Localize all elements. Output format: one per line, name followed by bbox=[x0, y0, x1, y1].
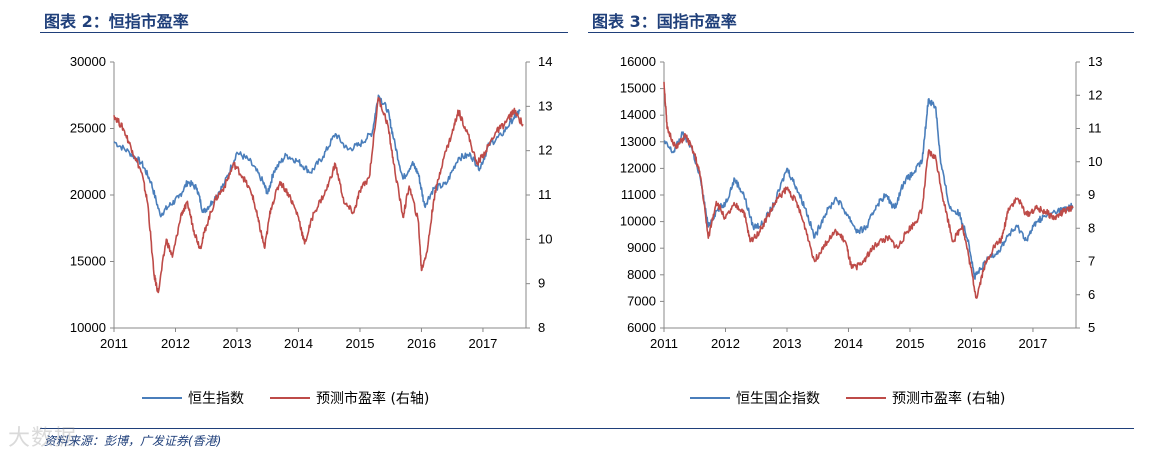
source-note: 资料来源：彭博，广发证券(香港) bbox=[44, 434, 222, 448]
legend-item-hsi: 恒生指数 bbox=[142, 388, 244, 408]
y-left-tick-label: 12000 bbox=[620, 160, 656, 175]
y-right-tick-label: 13 bbox=[538, 98, 552, 113]
hscei-pe-chart-svg: 16000 15000 14000 13000 12000 11000 10000 9000 8… bbox=[620, 54, 1103, 351]
pe-series-line bbox=[113, 96, 524, 294]
y-left-tick-label: 30000 bbox=[70, 54, 106, 69]
x-tick-label: 2015 bbox=[346, 336, 375, 351]
y-right-tick-label: 6 bbox=[1088, 287, 1095, 302]
y-right-tick-label: 8 bbox=[1088, 220, 1095, 235]
y-right-tick-label: 12 bbox=[1088, 87, 1102, 102]
y-left-tick-label: 8000 bbox=[627, 267, 656, 282]
y-left-tick-label: 15000 bbox=[620, 81, 656, 96]
y-right-tick-label: 10 bbox=[538, 231, 552, 246]
legend-swatch-red bbox=[270, 397, 310, 399]
y-right-tick-label: 12 bbox=[538, 143, 552, 158]
index-series-line bbox=[113, 94, 521, 218]
footer-rule bbox=[40, 428, 1134, 429]
index-series-line bbox=[663, 98, 1074, 280]
x-tick-label: 2017 bbox=[1018, 336, 1047, 351]
left-title-rule bbox=[40, 32, 568, 33]
x-tick-label: 2014 bbox=[834, 336, 863, 351]
legend-item-pe: 预测市盈率 (右轴) bbox=[846, 388, 1005, 408]
y-right-tick-label: 11 bbox=[1088, 121, 1102, 136]
x-tick-label: 2011 bbox=[650, 336, 678, 351]
y-left-tick-label: 13000 bbox=[620, 134, 656, 149]
x-tick-label: 2017 bbox=[468, 336, 497, 351]
y-left-tick-label: 7000 bbox=[627, 293, 656, 308]
hscei-pe-legend: 恒生国企指数 预测市盈率 (右轴) bbox=[690, 388, 1031, 408]
x-tick-label: 2012 bbox=[161, 336, 190, 351]
x-tick-label: 2016 bbox=[407, 336, 436, 351]
legend-label-hscei: 恒生国企指数 bbox=[736, 391, 820, 407]
hsi-pe-legend: 恒生指数 预测市盈率 (右轴) bbox=[142, 388, 455, 408]
hscei-pe-chart: 16000 15000 14000 13000 12000 11000 10000 9000 8… bbox=[590, 40, 1130, 420]
y-right-tick-label: 8 bbox=[538, 320, 545, 335]
y-right-tick-label: 14 bbox=[538, 54, 552, 69]
y-left-tick-label: 16000 bbox=[620, 54, 656, 69]
x-tick-label: 2013 bbox=[223, 336, 252, 351]
y-right-tick-label: 5 bbox=[1088, 320, 1095, 335]
y-right-tick-label: 13 bbox=[1088, 54, 1102, 69]
y-right-tick-label: 10 bbox=[1088, 154, 1102, 169]
x-tick-label: 2011 bbox=[100, 336, 128, 351]
legend-label-hsi: 恒生指数 bbox=[188, 391, 244, 407]
y-left-tick-label: 14000 bbox=[620, 107, 656, 122]
left-chart-title: 图表 2：恒指市盈率 bbox=[44, 12, 189, 31]
y-right-tick-label: 9 bbox=[538, 276, 545, 291]
y-right-tick-label: 11 bbox=[538, 187, 552, 202]
y-left-tick-label: 9000 bbox=[627, 240, 656, 255]
x-tick-label: 2013 bbox=[773, 336, 802, 351]
hsi-pe-chart: 30000 25000 20000 15000 10000 14 13 12 11 10 9 8 201… bbox=[40, 40, 580, 420]
legend-label-pe: 预测市盈率 (右轴) bbox=[316, 391, 430, 407]
legend-swatch-blue bbox=[690, 397, 730, 399]
y-left-tick-label: 6000 bbox=[627, 320, 656, 335]
y-right-tick-label: 9 bbox=[1088, 187, 1095, 202]
y-right-tick-label: 7 bbox=[1088, 254, 1095, 269]
y-left-tick-label: 10000 bbox=[620, 214, 656, 229]
x-tick-label: 2016 bbox=[957, 336, 986, 351]
y-left-tick-label: 15000 bbox=[70, 254, 106, 269]
watermark-logo: 大数据 bbox=[8, 426, 78, 451]
x-tick-label: 2015 bbox=[896, 336, 925, 351]
hsi-pe-chart-svg: 30000 25000 20000 15000 10000 14 13 12 11 10 9 8 201… bbox=[70, 54, 553, 351]
right-chart-title: 图表 3：国指市盈率 bbox=[592, 12, 737, 31]
legend-item-pe: 预测市盈率 (右轴) bbox=[270, 388, 429, 408]
x-tick-label: 2012 bbox=[711, 336, 740, 351]
legend-item-hscei: 恒生国企指数 bbox=[690, 388, 820, 408]
x-tick-label: 2014 bbox=[284, 336, 313, 351]
y-left-tick-label: 20000 bbox=[70, 187, 106, 202]
legend-swatch-blue bbox=[142, 397, 182, 399]
legend-label-pe: 预测市盈率 (右轴) bbox=[892, 391, 1006, 407]
legend-swatch-red bbox=[846, 397, 886, 399]
pe-series-line bbox=[663, 81, 1074, 299]
y-left-tick-label: 25000 bbox=[70, 121, 106, 136]
y-left-tick-label: 10000 bbox=[70, 320, 106, 335]
right-title-rule bbox=[588, 32, 1134, 33]
y-left-tick-label: 11000 bbox=[621, 187, 656, 202]
